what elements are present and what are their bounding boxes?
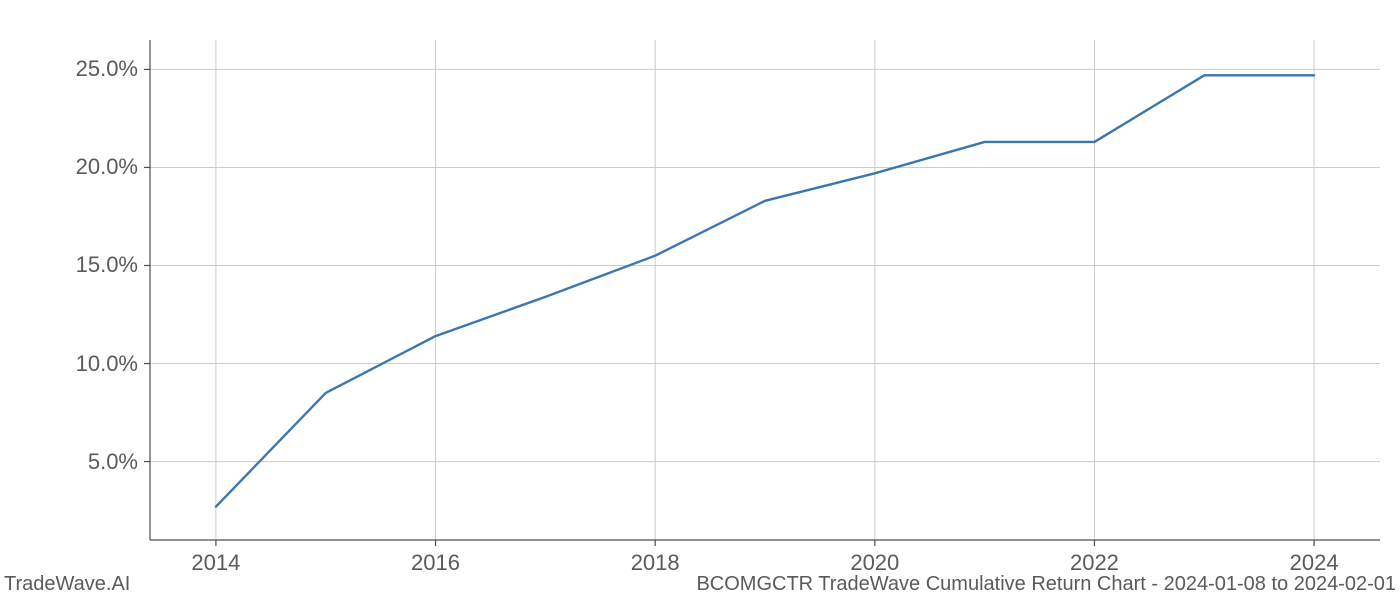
y-tick-label: 20.0% <box>38 154 138 180</box>
y-tick-label: 5.0% <box>38 449 138 475</box>
x-tick-label: 2014 <box>176 550 256 576</box>
x-tick-label: 2016 <box>396 550 476 576</box>
chart-container: 5.0%10.0%15.0%20.0%25.0%2014201620182020… <box>0 0 1400 600</box>
y-tick-label: 10.0% <box>38 351 138 377</box>
series-line-cumulative-return <box>216 75 1314 506</box>
y-tick-label: 15.0% <box>38 252 138 278</box>
y-tick-label: 25.0% <box>38 56 138 82</box>
x-tick-label: 2018 <box>615 550 695 576</box>
footer-title: BCOMGCTR TradeWave Cumulative Return Cha… <box>696 573 1396 596</box>
return-line-chart <box>0 0 1400 600</box>
footer-brand: TradeWave.AI <box>4 573 130 596</box>
